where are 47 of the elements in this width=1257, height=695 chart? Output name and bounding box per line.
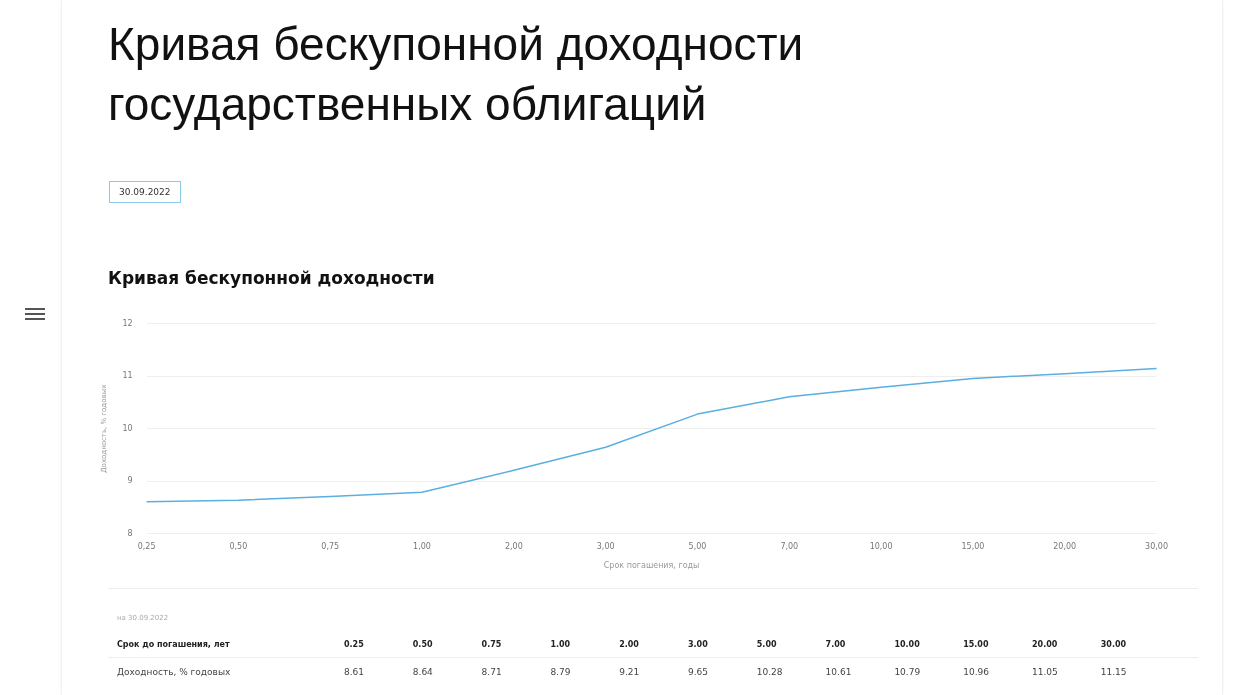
text: 30.09.2022 bbox=[109, 181, 181, 203]
text: 11.05 bbox=[1032, 667, 1058, 677]
text: 10.61 bbox=[825, 667, 852, 677]
text: 8.61 bbox=[344, 667, 365, 677]
x-axis-title: Срок погашения, годы bbox=[603, 561, 700, 571]
text: 0.75 bbox=[481, 640, 502, 649]
y-tick-label: 12 bbox=[122, 318, 133, 328]
x-tick-label: 5,00 bbox=[688, 541, 707, 551]
text: 7.00 bbox=[825, 640, 846, 649]
y-tick-label: 11 bbox=[122, 371, 133, 381]
text: 10.96 bbox=[963, 667, 989, 677]
text: 0.50 bbox=[412, 640, 433, 649]
x-tick-label: 20,00 bbox=[1053, 541, 1077, 551]
text: 3.00 bbox=[688, 640, 708, 649]
text: 20.00 bbox=[1032, 640, 1058, 649]
text: 15.00 bbox=[963, 640, 989, 649]
x-tick-label: 2,00 bbox=[504, 541, 523, 551]
x-tick-label: 0,25 bbox=[137, 541, 156, 551]
text: Срок до погашения, лет bbox=[117, 640, 230, 649]
text: 8.71 bbox=[481, 667, 502, 677]
text: 11.15 bbox=[1100, 667, 1127, 677]
text: 10.79 bbox=[894, 667, 921, 677]
text: 5.00 bbox=[756, 640, 777, 649]
text: 8.79 bbox=[550, 667, 571, 677]
x-tick-label: 1,00 bbox=[413, 541, 431, 551]
y-tick-label: 10 bbox=[122, 423, 133, 433]
y-tick-label: 8 bbox=[127, 528, 133, 538]
text: 10.28 bbox=[756, 667, 783, 677]
text: 0.25 bbox=[344, 640, 364, 649]
chart-title: Кривая бескупонной доходности государственных облигаций bbox=[108, 17, 805, 132]
text: 9.65 bbox=[688, 667, 709, 677]
chart-subtitle: Кривая бескупонной доходности bbox=[108, 268, 435, 288]
x-tick-label: 3,00 bbox=[596, 541, 615, 551]
text: 9.21 bbox=[619, 667, 640, 677]
y-tick-label: 9 bbox=[127, 476, 133, 486]
x-tick-label: 0,75 bbox=[321, 541, 340, 551]
x-tick-label: 7,00 bbox=[780, 541, 799, 551]
x-tick-label: 0,50 bbox=[229, 541, 248, 551]
text: 2.00 bbox=[619, 640, 639, 649]
x-tick-label: 15,00 bbox=[961, 541, 985, 551]
x-tick-label: 30,00 bbox=[1145, 541, 1168, 551]
text: Доходность, % годовых bbox=[117, 667, 231, 677]
text: 8.64 bbox=[412, 667, 433, 677]
x-tick-label: 10,00 bbox=[869, 541, 893, 551]
text: 10.00 bbox=[894, 640, 920, 649]
text: 1.00 bbox=[550, 640, 571, 649]
text: 30.00 bbox=[1100, 640, 1127, 649]
